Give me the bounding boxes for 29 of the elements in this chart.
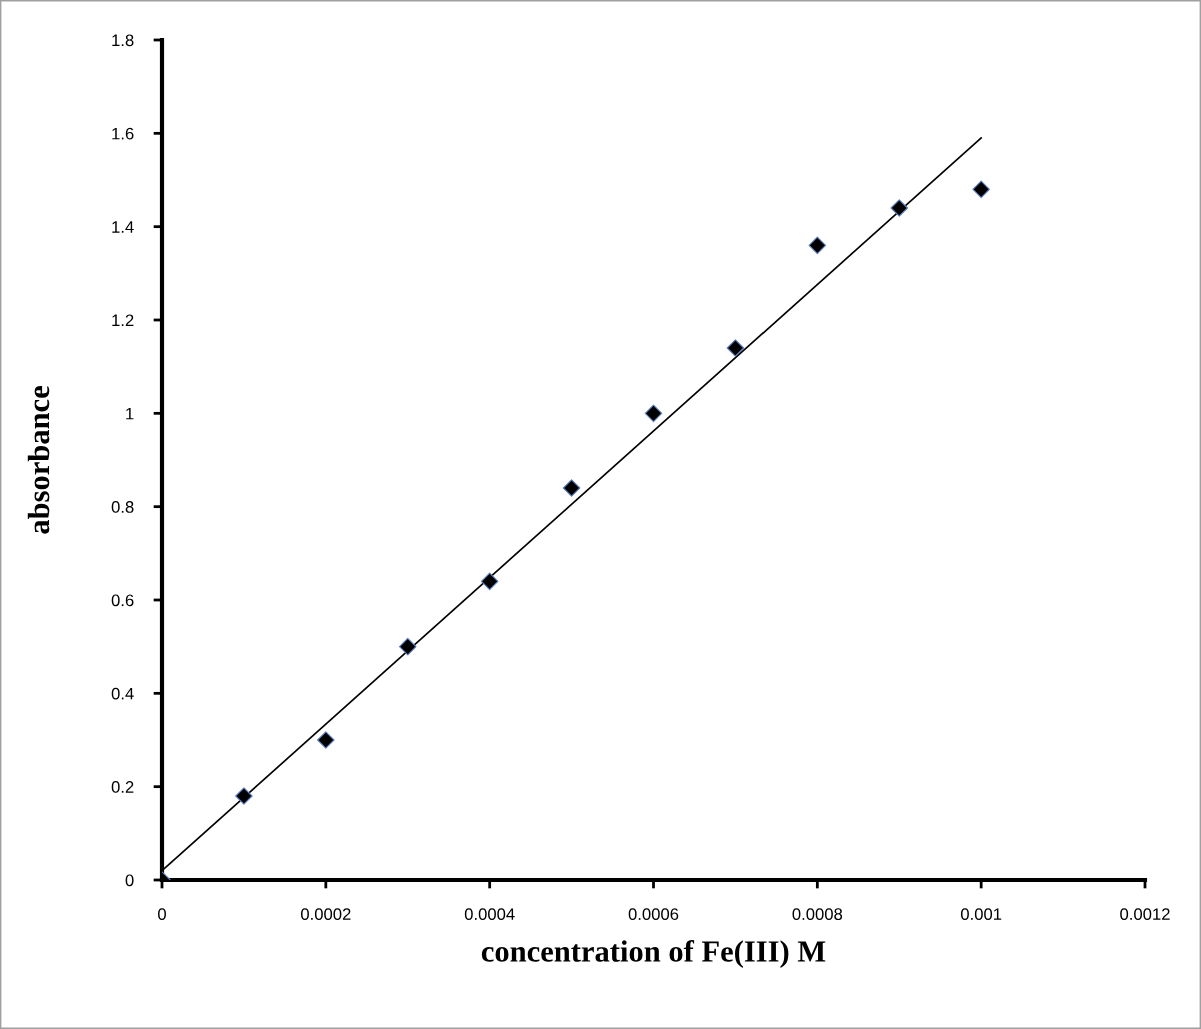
x-tick-label: 0.001 (960, 908, 1002, 921)
y-tick-label: 1.8 (112, 34, 134, 47)
point (317, 731, 335, 749)
y-tick-label: 0.8 (111, 501, 134, 513)
y-tick-label: 1.2 (112, 314, 134, 327)
x-tick-label: 0.0008 (792, 908, 843, 921)
x-tick-label: 0.0006 (628, 908, 679, 921)
y-tick-label: 0.6 (111, 594, 134, 607)
point (235, 787, 253, 805)
y-tick-label: 0 (125, 874, 134, 887)
x-tick-label: 0.0002 (301, 908, 351, 921)
y-axis-title: absorbance (27, 386, 50, 534)
x-axis-title: concentration of Fe(III) M (481, 939, 826, 968)
x-tick-label: 0.0012 (1120, 908, 1170, 921)
y-tick-label: 1 (126, 407, 134, 420)
point (972, 180, 990, 199)
point (726, 339, 745, 357)
point (480, 572, 499, 591)
x-tick-label: 0.0004 (464, 908, 515, 921)
y-tick-label: 0.4 (111, 687, 134, 700)
point (890, 199, 909, 217)
point (562, 479, 581, 497)
y-tick-label: 0.2 (111, 781, 134, 793)
point (398, 637, 417, 656)
point (808, 236, 827, 255)
y-tick-label: 1.4 (112, 221, 134, 233)
x-tick-label: 0 (158, 908, 166, 921)
y-tick-label: 1.6 (112, 127, 134, 140)
point (644, 404, 663, 423)
